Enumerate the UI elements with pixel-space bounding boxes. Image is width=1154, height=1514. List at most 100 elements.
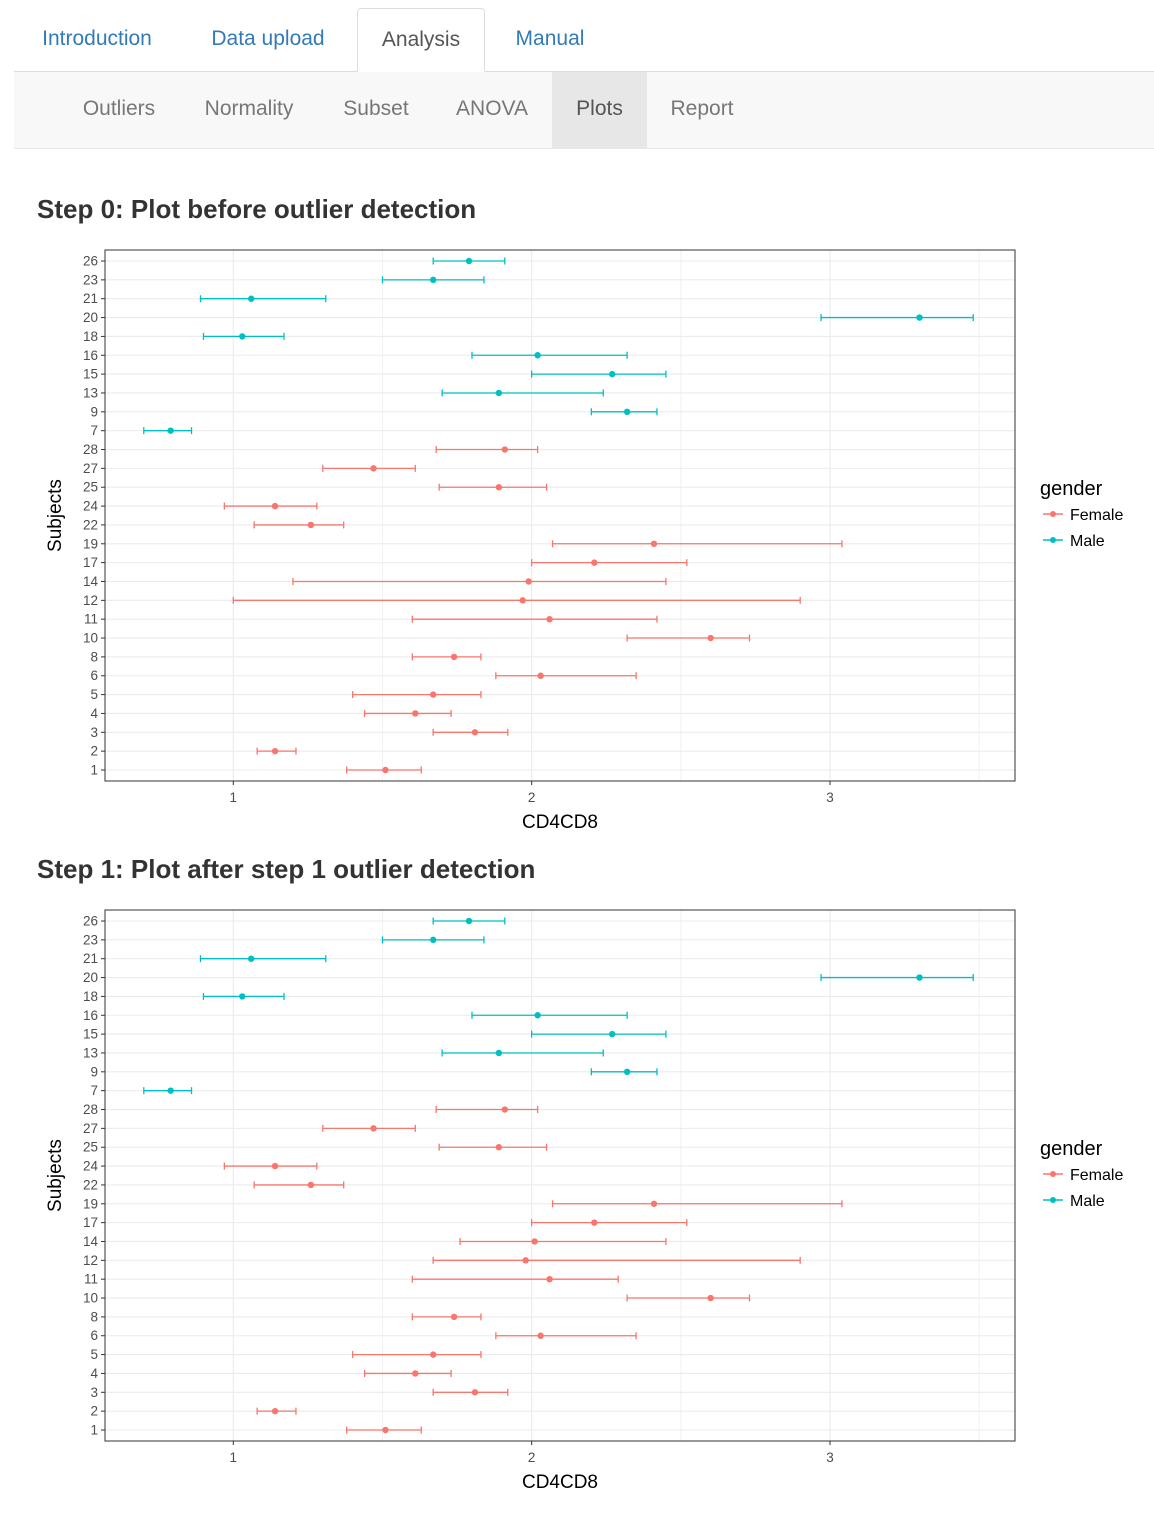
- x-axis-title: CD4CD8: [522, 812, 598, 833]
- mean-point: [537, 1332, 544, 1339]
- errorbar-subject-15: [531, 1030, 667, 1038]
- y-tick-label: 9: [90, 1064, 98, 1079]
- y-tick-label: 22: [83, 1177, 98, 1192]
- mean-point: [501, 1106, 509, 1113]
- errorbar-subject-13: [441, 389, 604, 397]
- errorbar-subject-16: [471, 351, 628, 359]
- legend: gender Female Male: [1040, 478, 1123, 550]
- y-tick-label: 23: [83, 932, 98, 947]
- errorbar-subject-18: [202, 332, 285, 340]
- y-tick-label: 21: [83, 291, 98, 306]
- errorbar-subject-10: [626, 634, 751, 642]
- errorbar-subject-21: [199, 295, 327, 303]
- tab-analysis[interactable]: Analysis: [357, 8, 485, 72]
- main-tab-bar: Introduction Data upload Analysis Manual: [14, 0, 1154, 72]
- subtab-report[interactable]: Report: [670, 97, 734, 120]
- y-tick-label: 20: [83, 310, 98, 325]
- x-tick-label: 3: [826, 790, 834, 805]
- mean-point: [429, 691, 437, 698]
- tab-data-upload[interactable]: Data upload: [211, 27, 325, 50]
- y-tick-label: 3: [90, 1385, 98, 1400]
- mean-point: [495, 484, 503, 491]
- subtab-anova[interactable]: ANOVA: [456, 97, 528, 120]
- y-tick-label: 26: [83, 254, 98, 269]
- legend-key-point-female: [1050, 1171, 1056, 1177]
- mean-point: [916, 314, 923, 321]
- mean-point: [650, 540, 658, 547]
- y-tick-label: 1: [90, 763, 98, 778]
- y-tick-label: 10: [83, 631, 98, 646]
- y-tick-label: 3: [90, 725, 98, 740]
- legend-title: gender: [1040, 1138, 1103, 1160]
- y-tick-label: 11: [84, 1272, 98, 1287]
- mean-point: [412, 1370, 419, 1377]
- legend-label-female: Female: [1070, 507, 1123, 524]
- x-tick-label: 3: [826, 1450, 834, 1465]
- y-tick-label: 24: [83, 499, 99, 514]
- errorbar-subject-1: [346, 1426, 422, 1434]
- panel-border: [104, 249, 1016, 782]
- y-tick-label: 17: [83, 555, 98, 570]
- mean-point: [429, 276, 437, 284]
- subtab-subset[interactable]: Subset: [343, 97, 409, 120]
- legend-key-point-female: [1050, 511, 1056, 517]
- y-tick-label: 2: [90, 1404, 98, 1419]
- y-tick-label: 22: [83, 517, 98, 532]
- mean-point: [307, 521, 315, 529]
- errorbar-subject-28: [435, 446, 539, 454]
- mean-point: [519, 597, 526, 604]
- mean-point: [525, 578, 532, 585]
- errorbar-subject-21: [199, 955, 327, 963]
- errorbar-subject-11: [411, 1275, 619, 1283]
- mean-point: [382, 1426, 389, 1434]
- y-tick-label: 25: [83, 480, 98, 495]
- errorbar-subject-10: [626, 1294, 751, 1302]
- errorbar-subject-6: [495, 1332, 637, 1340]
- y-tick-label: 16: [83, 348, 98, 363]
- mean-point: [271, 747, 279, 755]
- mean-point: [271, 502, 279, 510]
- errorbar-subject-25: [438, 483, 548, 491]
- errorbar-plot-step0: 1234568101112141719222425272879131516182…: [45, 249, 1123, 833]
- errorbar-subject-7: [143, 1087, 193, 1095]
- mean-point: [591, 559, 598, 566]
- x-tick-label: 2: [528, 1450, 536, 1465]
- panel-border: [104, 909, 1016, 1442]
- y-tick-label: 5: [90, 1347, 98, 1362]
- mean-point: [239, 333, 246, 340]
- subtab-plots[interactable]: Plots: [552, 72, 647, 148]
- mean-point: [167, 1087, 174, 1094]
- errorbar-subject-22: [253, 521, 345, 529]
- mean-point: [495, 389, 503, 397]
- y-tick-label: 14: [83, 574, 99, 589]
- mean-point: [239, 993, 246, 1000]
- y-tick-label: 15: [83, 1027, 98, 1042]
- errorbar-subject-19: [551, 1200, 843, 1208]
- subtab-normality[interactable]: Normality: [204, 97, 294, 120]
- errorbar-subject-20: [820, 974, 974, 982]
- errorbar-subject-27: [322, 464, 416, 472]
- mean-point: [450, 653, 458, 661]
- y-tick-label: 6: [90, 668, 98, 683]
- y-tick-label: 12: [83, 593, 98, 608]
- errorbar-subject-5: [351, 691, 482, 699]
- errorbar-subject-22: [253, 1181, 345, 1189]
- tab-introduction[interactable]: Introduction: [42, 27, 152, 50]
- y-tick-label: 24: [83, 1159, 99, 1174]
- y-tick-label: 4: [90, 706, 98, 721]
- x-tick-label: 1: [230, 790, 238, 805]
- y-tick-label: 28: [83, 1102, 98, 1117]
- mean-point: [495, 1049, 503, 1057]
- mean-point: [623, 1068, 631, 1076]
- tab-manual[interactable]: Manual: [515, 27, 585, 50]
- errorbar-subject-4: [363, 709, 452, 717]
- errorbar-subject-1: [346, 766, 422, 774]
- errorbar-subject-28: [435, 1106, 539, 1114]
- mean-point: [450, 1313, 458, 1321]
- mean-point: [471, 729, 479, 736]
- x-tick-label: 1: [230, 1450, 238, 1465]
- subtab-outliers[interactable]: Outliers: [82, 97, 156, 120]
- mean-point: [247, 295, 255, 302]
- y-tick-label: 21: [83, 951, 98, 966]
- mean-point: [429, 1351, 437, 1358]
